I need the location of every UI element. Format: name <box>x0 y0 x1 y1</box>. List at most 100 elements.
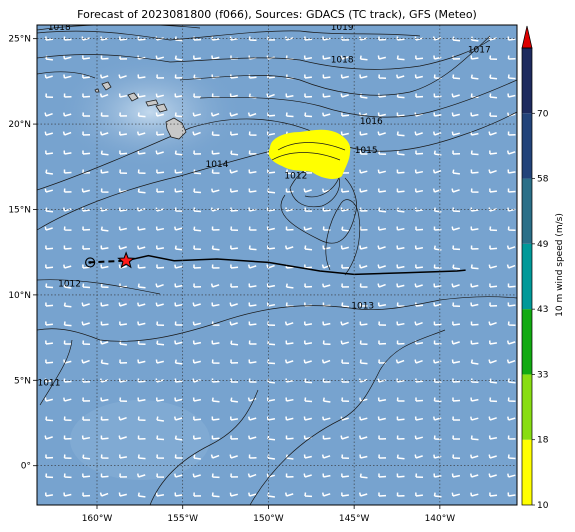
wind-barb <box>303 359 312 364</box>
wind-barb <box>322 283 331 288</box>
wind-barb <box>359 397 368 402</box>
wind-barb <box>506 359 516 364</box>
wind-barb <box>267 74 275 79</box>
wind-barb <box>100 454 109 459</box>
wind-barb <box>451 359 461 364</box>
wind-barb <box>99 492 109 497</box>
wind-barb <box>395 359 405 364</box>
wind-barb <box>45 93 54 98</box>
wind-barb <box>341 454 350 460</box>
wind-barb <box>359 454 368 459</box>
wind-barb <box>433 492 442 498</box>
wind-barb <box>285 397 294 402</box>
wind-barb <box>452 378 461 383</box>
high-wind-contours <box>271 142 346 161</box>
wind-barb <box>118 207 128 212</box>
wind-barb <box>45 416 54 422</box>
wind-barb <box>82 473 91 478</box>
hawaiian-islands <box>94 81 187 140</box>
wind-barb <box>100 283 109 288</box>
island-oahu <box>127 92 139 102</box>
wind-barb <box>322 435 331 440</box>
wind-barb <box>284 321 294 326</box>
wind-barb <box>340 74 349 79</box>
wind-barb <box>322 207 331 212</box>
wind-barb <box>452 36 461 42</box>
wind-barb <box>247 397 257 402</box>
wind-barb <box>174 302 183 307</box>
wind-barb <box>303 226 312 231</box>
wind-barb <box>174 397 183 402</box>
wind-barb <box>488 321 497 326</box>
wind-barb <box>415 302 424 307</box>
wind-barb <box>304 245 313 251</box>
wind-barb <box>156 435 165 441</box>
colorbar-segment <box>522 178 532 244</box>
wind-barb <box>119 112 128 117</box>
wind-barb <box>470 245 479 250</box>
wind-barb <box>62 207 72 212</box>
wind-barb <box>489 74 498 80</box>
isobar-label: 1014 <box>206 160 229 170</box>
wind-barb <box>396 264 405 269</box>
wind-barb <box>155 93 164 98</box>
wind-barb <box>63 74 72 79</box>
wind-barb <box>174 55 183 61</box>
wind-barb <box>433 321 442 326</box>
wind-barb <box>285 416 294 421</box>
wind-barb <box>63 397 72 402</box>
wind-barb <box>414 416 424 421</box>
wind-barb <box>63 283 72 289</box>
wind-barb <box>378 321 387 326</box>
wind-barb <box>193 188 202 194</box>
wind-barb <box>340 245 349 250</box>
wind-barb <box>99 131 109 136</box>
wind-barb <box>304 207 313 212</box>
wind-barb <box>174 264 183 269</box>
wind-barb <box>415 150 424 155</box>
wind-barb <box>82 150 91 155</box>
wind-barb <box>359 340 368 346</box>
wind-barb <box>137 74 146 79</box>
wind-barb <box>378 340 387 345</box>
wind-barb <box>211 340 220 345</box>
wind-barb <box>63 169 72 174</box>
map-area: 1013 1012 1012 1014 1015 1016 1017 1018 1018 1019… <box>37 25 517 505</box>
wind-barb <box>470 416 479 421</box>
wind-barb <box>303 454 312 459</box>
wind-barb <box>396 397 405 402</box>
wind-barb <box>341 492 350 497</box>
grid-lines <box>37 25 517 505</box>
wind-barb <box>414 188 424 193</box>
wind-barb <box>488 169 497 174</box>
wind-barb <box>174 188 183 193</box>
wind-barb <box>377 169 386 174</box>
wind-barb <box>45 36 54 41</box>
wind-barb <box>322 112 331 117</box>
wind-barb <box>193 283 202 288</box>
wind-barb <box>82 454 91 460</box>
wind-barb <box>433 340 442 345</box>
wind-barb <box>266 207 276 212</box>
wind-barb <box>248 302 257 307</box>
x-tick-label: 140°W <box>425 514 456 524</box>
colorbar-segment <box>522 243 532 310</box>
wind-barb <box>174 454 183 459</box>
wind-barb <box>452 245 461 251</box>
wind-barb <box>414 169 424 174</box>
colorbar-frame <box>521 47 533 506</box>
wind-barb <box>396 226 405 231</box>
wind-barb <box>488 264 497 269</box>
wind-barb <box>322 397 331 403</box>
wind-barb <box>211 302 220 307</box>
wind-barb <box>45 245 54 250</box>
wind-barb <box>341 302 350 308</box>
wind-barb <box>470 112 479 117</box>
wind-barb <box>44 112 53 117</box>
wind-barb <box>470 188 479 193</box>
wind-barb <box>119 397 128 403</box>
colorbar-segment <box>522 309 532 375</box>
wind-barb <box>432 131 442 136</box>
wind-barb <box>44 226 53 231</box>
wind-barb <box>63 245 72 250</box>
